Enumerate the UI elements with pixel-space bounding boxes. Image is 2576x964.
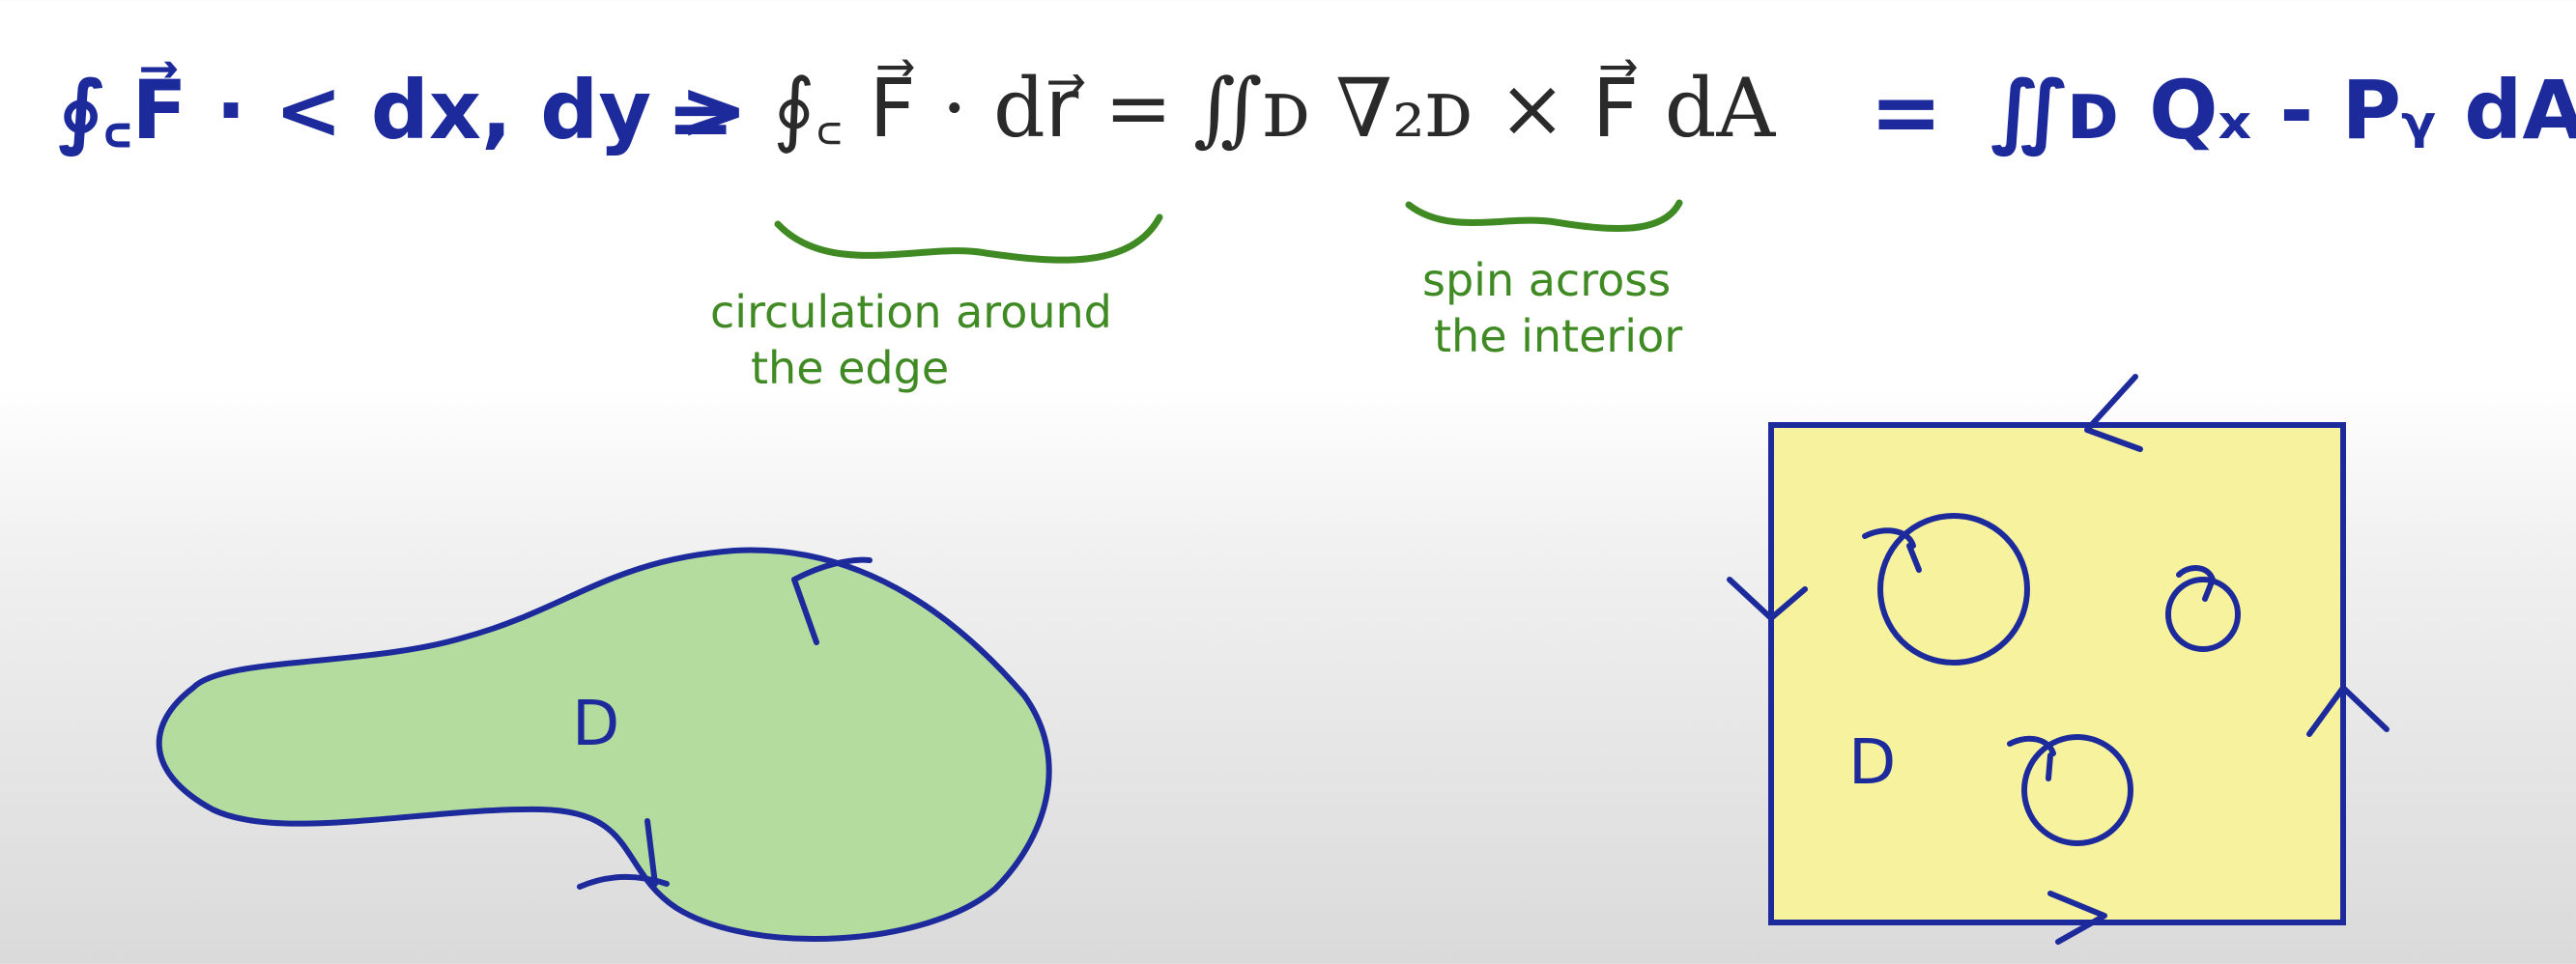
rhs-handwritten-integral: ∬ᴅ Qₓ - Pᵧ dA <box>1990 63 2576 157</box>
square-arrow-bottom <box>2047 891 2107 945</box>
spin-circle-medium <box>2021 734 2133 846</box>
left-blob-region <box>156 547 1052 942</box>
circulation-annotation: circulation around the edge <box>710 285 1112 396</box>
right-region-label: D <box>1848 727 1897 799</box>
spin-annotation: spin across the interior <box>1422 253 1682 364</box>
spin-circle-medium-arrow <box>2007 735 2056 781</box>
spin-underbrace <box>1405 199 1683 232</box>
spin-circle-large <box>1877 513 2030 666</box>
left-region-label: D <box>572 689 620 760</box>
square-arrow-right <box>2306 685 2390 737</box>
left-blob-arrow-top <box>791 556 873 645</box>
square-arrow-top <box>2084 374 2143 452</box>
spin-circle-small <box>2165 577 2241 652</box>
circulation-line-1: circulation around <box>710 286 1112 338</box>
equals-sign-1: = <box>667 71 735 165</box>
square-arrow-left <box>1727 577 1808 621</box>
spin-circle-large-arrow <box>1862 527 1922 573</box>
spin-line-1: spin across <box>1422 254 1672 306</box>
lhs-handwritten-integral: ∮꜀F⃗ · < dx, dy > <box>58 63 748 157</box>
circulation-underbrace <box>774 213 1163 264</box>
right-square-region <box>1768 422 2346 925</box>
line-integral-expression: ∮꜀ F⃗ · dr⃗ = <box>773 61 1173 156</box>
equals-sign-2: = <box>1870 62 1943 163</box>
left-blob-arrow-bottom <box>577 818 670 890</box>
double-integral-curl-expression: ∬ᴅ ∇₂ᴅ × F⃗ dA <box>1193 61 1776 156</box>
circulation-line-2: the edge <box>751 341 950 394</box>
spin-circle-small-arrow <box>2176 565 2216 602</box>
spin-line-2: the interior <box>1434 309 1683 362</box>
